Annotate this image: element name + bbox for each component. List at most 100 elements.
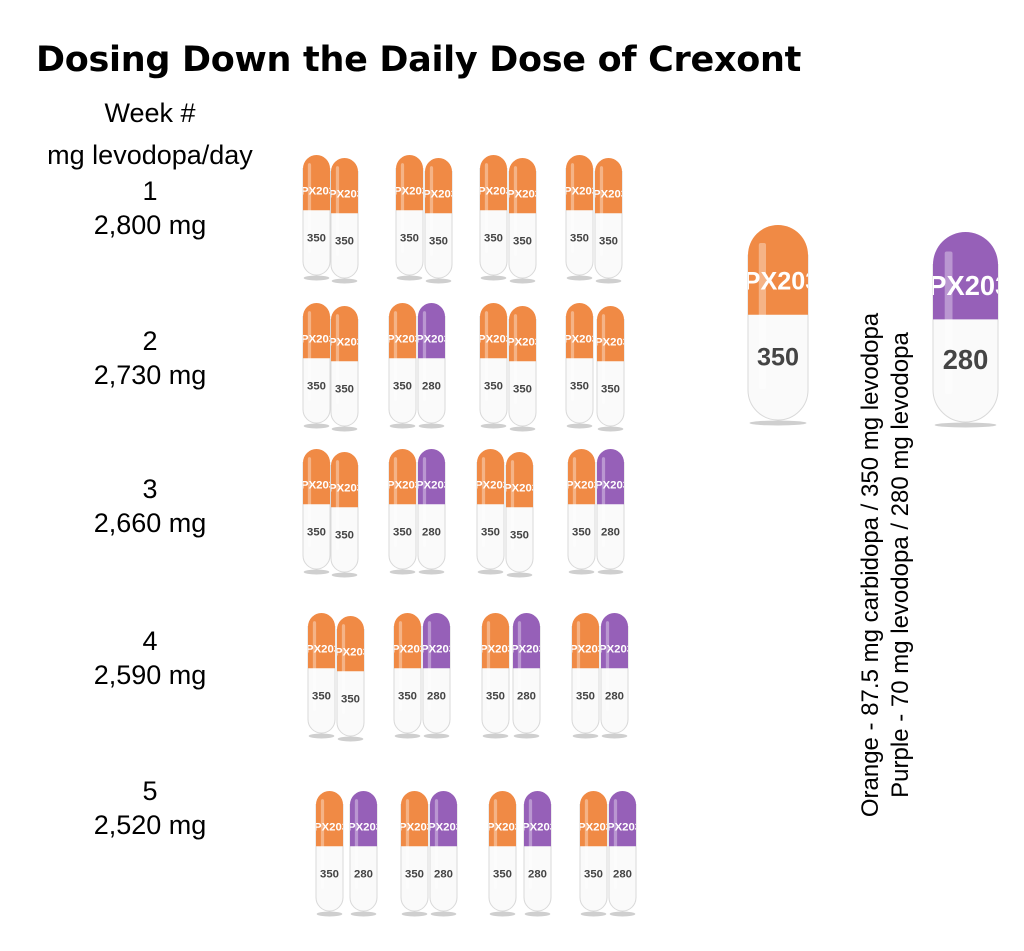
capsule-imprint: IPX203	[921, 270, 1011, 301]
capsule-strength: 350	[576, 690, 595, 702]
dose-column-header: mg levodopa/day	[47, 140, 253, 170]
capsule-imprint: IPX203	[413, 480, 450, 492]
capsule-orange-week3: IPX203 350	[298, 449, 335, 575]
capsule-strength: 350	[484, 380, 503, 392]
capsule-imprint: IPX203	[567, 644, 604, 656]
capsule-imprint: IPX203	[561, 186, 598, 198]
capsule-imprint: IPX203	[737, 268, 820, 296]
week-row-5: 5 2,520 mg	[0, 774, 300, 842]
capsule-strength: 280	[434, 868, 453, 880]
week-number: 2	[142, 326, 158, 356]
capsule-strength: 280	[943, 344, 989, 375]
capsule-strength: 280	[601, 526, 620, 538]
capsule-imprint: IPX203	[519, 822, 556, 834]
capsule-orange-week4: IPX203 350	[332, 616, 369, 742]
capsule-orange-week1: IPX203 350	[302, 155, 331, 281]
capsule-strength: 350	[570, 232, 589, 244]
week-dose: 2,660 mg	[93, 508, 207, 538]
capsule-strength: 350	[486, 690, 505, 702]
capsule-orange-week5: IPX203 350	[396, 791, 433, 917]
capsule-strength: 350	[393, 526, 412, 538]
capsule-orange-week2: IPX203 350	[475, 303, 512, 429]
capsule-imprint: IPX203	[590, 189, 627, 201]
capsule-orange-week3: IPX203 350	[388, 449, 417, 575]
capsule-strength: 280	[422, 526, 441, 538]
capsule-imprint: IPX203	[420, 189, 457, 201]
week-row-1: 1 2,800 mg	[0, 174, 300, 242]
capsule-imprint: IPX203	[561, 334, 598, 346]
capsule-strength: 350	[400, 232, 419, 244]
capsule-strength: 350	[320, 868, 339, 880]
capsule-strength: 350	[572, 526, 591, 538]
capsule-imprint: IPX203	[326, 483, 363, 495]
capsule-orange-week3: IPX203 350	[501, 452, 538, 578]
capsule-orange-week2: IPX203 350	[384, 303, 421, 429]
capsule-strength: 350	[307, 380, 326, 392]
capsule-orange-week2: IPX203 350	[326, 306, 363, 432]
capsule-imprint: IPX203	[298, 480, 335, 492]
week-dose: 2,730 mg	[93, 360, 207, 390]
capsule-strength: 350	[307, 526, 326, 538]
capsule-imprint: IPX203	[326, 189, 363, 201]
capsule-imprint: IPX203	[418, 644, 455, 656]
week-row-4: 4 2,590 mg	[0, 624, 300, 692]
capsule-orange-week4: IPX203 350	[567, 613, 604, 739]
capsule-imprint: IPX203	[504, 189, 541, 201]
capsule-imprint: IPX203	[592, 337, 629, 349]
capsule-purple-week5: IPX203 280	[608, 791, 637, 917]
capsule-imprint: IPX203	[389, 644, 426, 656]
capsule-imprint: IPX203	[475, 186, 512, 198]
capsule-orange-week1: IPX203 350	[420, 158, 457, 284]
capsule-purple-week4: IPX203 280	[512, 613, 541, 739]
capsule-imprint: IPX203	[396, 822, 433, 834]
week-row-3: 3 2,660 mg	[0, 472, 300, 540]
capsule-strength: 280	[528, 868, 547, 880]
capsule-orange-week1: IPX203 350	[475, 155, 512, 281]
capsule-imprint: IPX203	[472, 480, 509, 492]
capsule-imprint: IPX203	[298, 334, 335, 346]
week-row-2: 2 2,730 mg	[0, 324, 300, 392]
capsule-purple-week3: IPX203 280	[596, 449, 625, 575]
capsule-strength: 280	[354, 868, 373, 880]
capsule-imprint: IPX203	[391, 186, 428, 198]
capsule-strength: 350	[335, 235, 354, 247]
capsule-strength: 350	[398, 690, 417, 702]
capsule-strength: 350	[570, 380, 589, 392]
capsule-strength: 350	[335, 383, 354, 395]
capsule-strength: 350	[341, 693, 360, 705]
legend-purple-text: Purple - 70 mg levodopa / 280 mg levodop…	[887, 332, 914, 798]
capsule-orange-week1: IPX203 350	[504, 158, 541, 284]
week-dose: 2,800 mg	[93, 210, 207, 240]
capsule-strength: 350	[481, 526, 500, 538]
capsule-strength: 350	[513, 235, 532, 247]
capsule-orange-week3: IPX203 350	[326, 452, 363, 578]
capsule-imprint: IPX203	[563, 480, 600, 492]
capsule-orange-week4: IPX203 350	[307, 613, 336, 739]
capsule-strength: 280	[517, 690, 536, 702]
capsule-imprint: IPX203	[475, 334, 512, 346]
capsule-imprint: IPX203	[345, 822, 382, 834]
capsule-imprint: IPX203	[384, 334, 421, 346]
capsule-strength: 350	[393, 380, 412, 392]
capsule-orange-week2: IPX203 350	[561, 303, 598, 429]
capsule-orange-week4: IPX203 350	[477, 613, 514, 739]
capsule-orange-week1: IPX203 350	[590, 158, 627, 284]
capsule-imprint: IPX203	[413, 334, 450, 346]
capsule-purple-week3: IPX203 280	[413, 449, 450, 575]
diagram-title: Dosing Down the Daily Dose of Crexont	[36, 40, 802, 80]
capsule-strength: 350	[493, 868, 512, 880]
capsule-imprint: IPX203	[504, 337, 541, 349]
capsule-imprint: IPX203	[477, 644, 514, 656]
capsule-orange-week2: IPX203 350	[298, 303, 335, 429]
capsule-legend: Orange - 87.5 mg carbidopa / 350 mg levo…	[856, 313, 916, 817]
capsule-strength: 280	[613, 868, 632, 880]
capsule-strength: 350	[584, 868, 603, 880]
week-dose: 2,590 mg	[93, 660, 207, 690]
capsule-imprint: IPX203	[501, 483, 538, 495]
capsule-imprint: IPX203	[326, 337, 363, 349]
capsule-strength: 350	[599, 235, 618, 247]
capsule-imprint: IPX203	[311, 822, 348, 834]
capsule-orange-week5: IPX203 350	[488, 791, 517, 917]
capsule-imprint: IPX203	[332, 647, 369, 659]
